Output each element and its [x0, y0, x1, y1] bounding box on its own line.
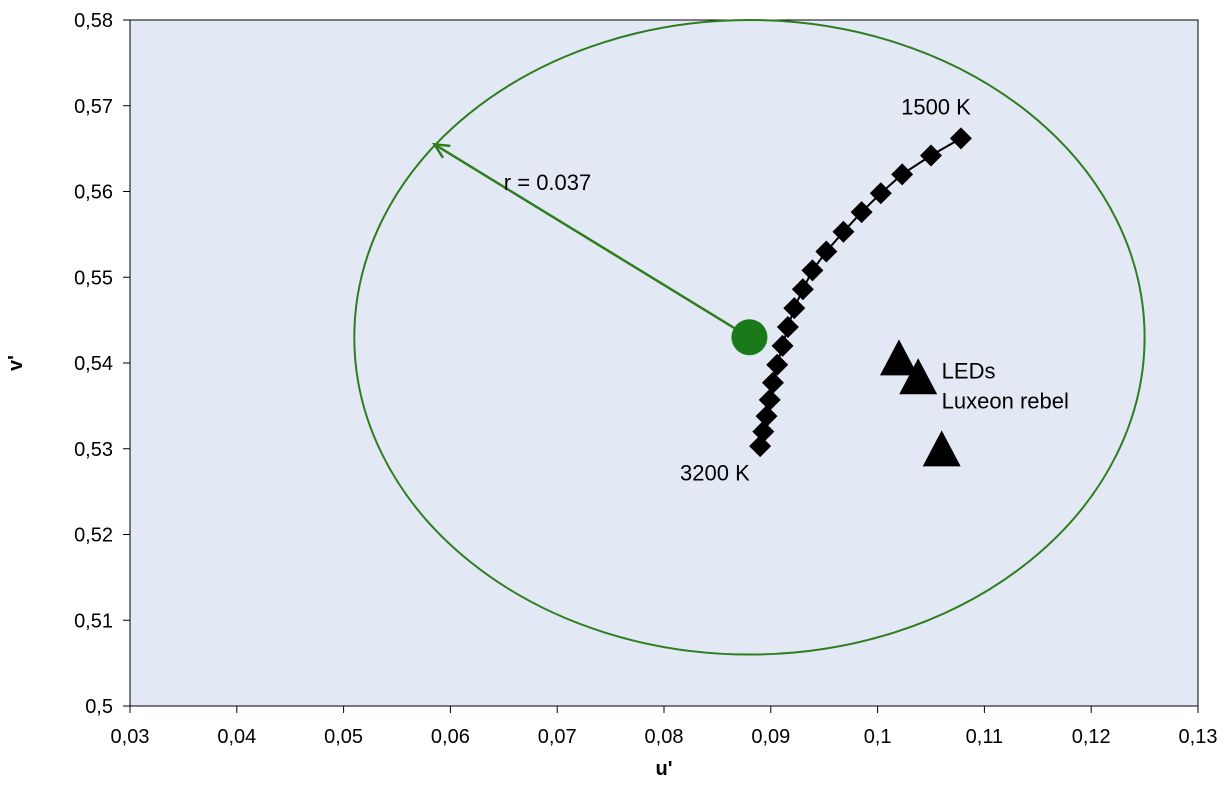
diamond-point: [891, 163, 914, 186]
annotation: Luxeon rebel: [942, 388, 1069, 413]
y-tick-label: 0,52: [74, 525, 113, 547]
x-tick-label: 0,09: [751, 726, 790, 748]
x-tick-label: 0,07: [538, 726, 577, 748]
x-axis-label: u': [656, 758, 673, 780]
diamond-point: [791, 278, 814, 301]
y-tick-label: 0,57: [74, 96, 113, 118]
y-tick-label: 0,54: [74, 353, 113, 375]
x-tick-label: 0,04: [217, 726, 256, 748]
triangle-point: [879, 339, 918, 376]
y-tick-label: 0,55: [74, 267, 113, 289]
y-tick-label: 0,5: [85, 696, 113, 718]
annotation: r = 0.037: [504, 170, 591, 195]
y-tick-label: 0,58: [74, 10, 113, 32]
diamond-point: [869, 182, 892, 205]
y-tick-label: 0,51: [74, 610, 113, 632]
annotation: 3200 K: [680, 460, 750, 485]
diamond-point: [749, 435, 772, 458]
x-tick-label: 0,12: [1072, 726, 1111, 748]
x-tick-label: 0,13: [1179, 726, 1218, 748]
x-tick-label: 0,03: [111, 726, 150, 748]
center-point: [731, 319, 768, 356]
triangle-point: [922, 430, 961, 467]
y-axis-label: v': [5, 355, 27, 371]
diamond-point: [752, 420, 775, 443]
annotation: 1500 K: [901, 94, 971, 119]
diamond-point: [755, 405, 778, 428]
y-tick-label: 0,53: [74, 439, 113, 461]
annotation: LEDs: [942, 358, 996, 383]
x-tick-label: 0,05: [324, 726, 363, 748]
arrow-head: [431, 142, 451, 159]
x-tick-label: 0,1: [864, 726, 892, 748]
diamond-point: [783, 297, 806, 320]
plot-area: [129, 19, 1199, 707]
y-tick-label: 0,56: [74, 182, 113, 204]
diamond-point: [766, 353, 789, 376]
diamond-point: [815, 240, 838, 263]
x-tick-label: 0,11: [966, 726, 1003, 748]
diamond-point: [850, 201, 873, 224]
radius-circle: [353, 19, 1146, 656]
diamond-point: [761, 371, 784, 394]
radius-arrow: [433, 143, 751, 339]
x-tick-label: 0,08: [645, 726, 684, 748]
diamond-point: [832, 220, 855, 243]
x-tick-label: 0,06: [431, 726, 470, 748]
diamond-point: [758, 388, 781, 411]
diamond-point: [920, 144, 942, 167]
diamond-point: [949, 127, 972, 150]
triangle-point: [899, 358, 938, 395]
diamond-point: [771, 334, 794, 357]
diamond-point: [801, 259, 824, 282]
diamond-point: [776, 315, 799, 338]
